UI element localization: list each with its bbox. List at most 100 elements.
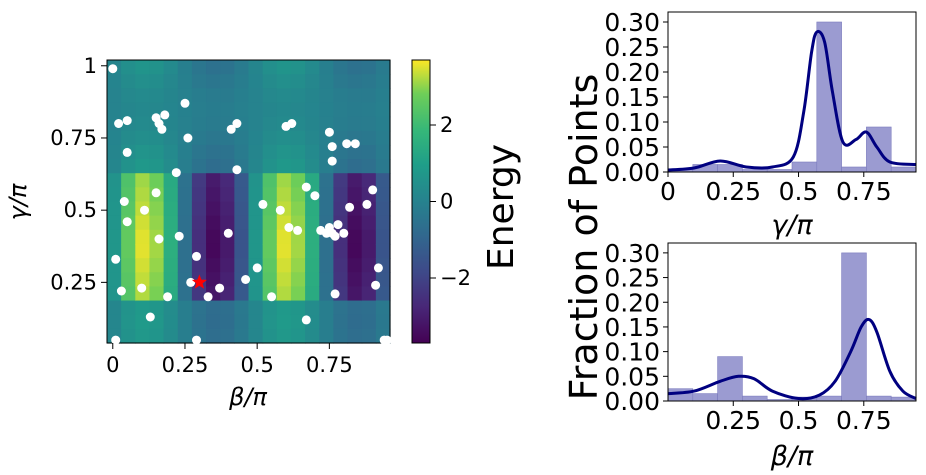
heatmap-cell — [262, 159, 278, 174]
colorbar: −2 0 2 Energy — [411, 59, 522, 344]
x-tick-label: 0.25 — [705, 177, 761, 206]
heatmap-cell — [121, 173, 136, 188]
colorbar-gradient — [411, 59, 431, 344]
heatmap-cell — [276, 328, 292, 344]
heatmap-cell — [375, 314, 391, 330]
colorbar-tick-label: −2 — [440, 266, 471, 290]
heatmap-cell — [361, 88, 377, 104]
y-tick-label: 0.10 — [604, 338, 660, 367]
heatmap-cell — [220, 187, 235, 203]
heatmap-cell — [135, 272, 151, 287]
heatmap-cell — [361, 286, 377, 302]
heatmap-cell — [107, 159, 122, 174]
heatmap-cell — [361, 243, 377, 259]
heatmap-cell — [319, 74, 334, 89]
y-tick-label: 0.15 — [604, 83, 660, 112]
histogram-bar — [692, 393, 718, 402]
heatmap-cell — [206, 116, 221, 132]
heatmap-cell — [149, 74, 165, 89]
heatmap-cell — [149, 286, 165, 302]
heatmap-cell — [121, 314, 136, 330]
heatmap-cell — [375, 144, 391, 160]
beta-x-ticks: 0.25 0.5 0.75 — [705, 401, 892, 435]
heatmap-cell — [206, 229, 221, 245]
scatter-point — [151, 188, 161, 198]
heatmap-cell — [234, 102, 250, 118]
heatmap-cell — [262, 144, 278, 160]
heatmap-cell — [163, 300, 179, 316]
scatter-point — [174, 231, 184, 241]
scatter-point — [342, 139, 352, 149]
x-tick-label: 0.5 — [779, 406, 819, 435]
heatmap-cell — [262, 60, 278, 75]
heatmap-cell — [191, 74, 207, 89]
heatmap-cell — [220, 74, 235, 89]
heatmap-cell — [347, 229, 363, 245]
heatmap-cell — [262, 130, 278, 146]
heatmap-cell — [290, 300, 306, 316]
scatter-point — [371, 280, 381, 290]
heatmap-cell — [234, 130, 250, 146]
heatmap-cell — [234, 314, 250, 330]
heatmap-cell — [361, 130, 377, 146]
colorbar-label: Energy — [481, 144, 522, 270]
heatmap-cell — [262, 187, 278, 203]
heatmap-cell — [135, 258, 151, 273]
heatmap-cell — [177, 201, 193, 217]
heatmap-cell — [248, 130, 264, 146]
heatmap-cell — [107, 102, 122, 118]
heatmap-cell — [319, 243, 334, 259]
heatmap-cell — [347, 60, 363, 75]
heatmap-cell — [333, 74, 349, 89]
heatmap-cell — [248, 173, 264, 188]
heatmap-cell — [121, 272, 136, 287]
fraction-y-label: Fraction of Points — [562, 74, 606, 401]
heatmap-cell — [305, 130, 320, 146]
heatmap-cell — [135, 102, 151, 118]
heatmap-cell — [276, 286, 292, 302]
heatmap-cell — [206, 314, 221, 330]
heatmap-cell — [220, 102, 235, 118]
scatter-point — [293, 225, 303, 235]
heatmap-cell — [347, 144, 363, 160]
heatmap-cell — [305, 215, 320, 231]
heatmap-cell — [305, 243, 320, 259]
scatter-point — [137, 283, 147, 293]
heatmap-cell — [276, 102, 292, 118]
heatmap-cell — [375, 243, 391, 259]
y-tick-label: 0.25 — [604, 264, 660, 293]
heatmap-cell — [163, 130, 179, 146]
heatmap-cell — [206, 258, 221, 273]
scatter-point — [330, 289, 340, 299]
scatter-point — [203, 292, 213, 302]
beta-kde-curve — [667, 317, 917, 401]
heatmap-cell — [220, 300, 235, 316]
beta-histogram-frame — [667, 242, 917, 402]
heatmap-cell — [191, 300, 207, 316]
heatmap-cell — [361, 60, 377, 75]
heatmap-cell — [333, 328, 349, 344]
scatter-point — [232, 165, 242, 175]
scatter-point — [145, 312, 155, 322]
heatmap-cell — [149, 272, 165, 287]
heatmap-cell — [149, 300, 165, 316]
heatmap-cell — [305, 144, 320, 160]
heatmap-cell — [333, 102, 349, 118]
heatmap-cell — [276, 187, 292, 203]
scatter-point — [160, 110, 170, 120]
heatmap-cell — [375, 60, 391, 75]
heatmap-cell — [149, 130, 165, 146]
heatmap-cell — [361, 300, 377, 316]
colorbar-tick-label: 2 — [440, 113, 453, 137]
heatmap-cell — [262, 215, 278, 231]
scatter-point — [192, 251, 201, 261]
heatmap-cell — [305, 272, 320, 287]
heatmap-x-ticks: 0 0.25 0.5 0.75 — [106, 343, 353, 377]
x-tick-label: 0.25 — [705, 406, 761, 435]
x-tick-label: 0 — [660, 177, 676, 206]
scatter-point — [327, 156, 337, 166]
heatmap-cell — [248, 272, 264, 287]
heatmap-cell — [191, 201, 207, 217]
heatmap-y-ticks: 0.25 0.5 0.75 1 — [50, 54, 107, 294]
heatmap-cell — [276, 272, 292, 287]
